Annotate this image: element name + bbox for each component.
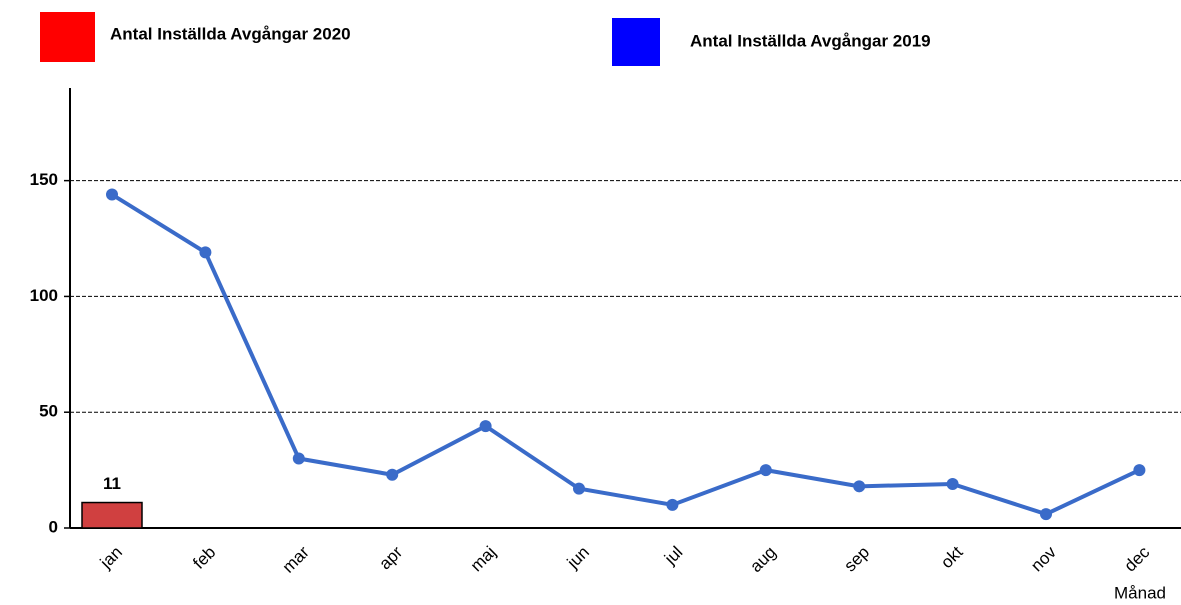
x-tick-label: nov bbox=[1027, 542, 1060, 575]
x-tick-label: dec bbox=[1121, 542, 1154, 575]
x-tick-label: sep bbox=[840, 543, 873, 576]
x-tick-label: aug bbox=[746, 543, 779, 576]
point bbox=[479, 420, 492, 433]
x-tick-label: mar bbox=[279, 542, 313, 576]
point bbox=[946, 478, 959, 490]
x-tick-label: jun bbox=[563, 543, 593, 573]
point bbox=[292, 452, 305, 465]
bar bbox=[81, 501, 143, 529]
point bbox=[759, 464, 772, 477]
x-axis-label: Månad bbox=[1114, 583, 1166, 602]
point bbox=[106, 188, 118, 201]
legend-label: Antal Inställda Avgångar 2019 bbox=[690, 31, 931, 50]
point bbox=[386, 468, 399, 481]
legend-swatch bbox=[40, 12, 95, 62]
y-tick-label: 50 bbox=[39, 402, 58, 421]
x-tick-label: apr bbox=[375, 542, 406, 573]
x-tick-label: jul bbox=[660, 543, 686, 569]
x-tick-label: maj bbox=[467, 543, 500, 576]
x-tick-label: feb bbox=[189, 543, 219, 573]
x-tick-label: jan bbox=[96, 543, 126, 573]
point bbox=[1133, 464, 1146, 477]
point bbox=[853, 480, 866, 493]
y-tick-label: 150 bbox=[30, 170, 58, 189]
point bbox=[1040, 508, 1052, 521]
y-tick-label: 0 bbox=[49, 517, 58, 536]
y-tick-label: 100 bbox=[30, 286, 58, 305]
point bbox=[666, 498, 679, 511]
point bbox=[573, 482, 585, 495]
value-label: 11 bbox=[103, 474, 121, 493]
legend-swatch bbox=[612, 18, 660, 66]
x-tick-label: okt bbox=[937, 542, 967, 572]
legend-label: Antal Inställda Avgångar 2020 bbox=[110, 24, 351, 43]
point bbox=[199, 246, 212, 259]
line bbox=[110, 192, 1141, 517]
